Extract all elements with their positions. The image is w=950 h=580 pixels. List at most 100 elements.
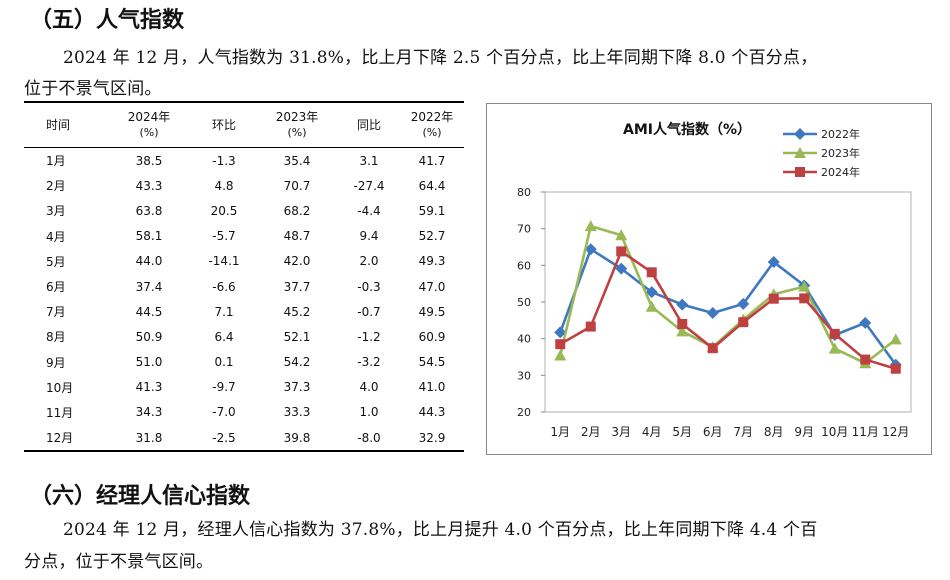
table-cell: 7月	[46, 305, 66, 320]
table-cell: -1.2	[357, 329, 381, 344]
table-cell: 44.3	[418, 405, 446, 420]
series-2023-point	[554, 349, 567, 361]
table-cell: 12月	[24, 425, 106, 453]
table-cell: 52.7	[418, 229, 446, 244]
header-mom: 环比	[192, 101, 256, 148]
table-cell: 41.0	[418, 380, 446, 395]
series-2022-point	[767, 256, 780, 269]
y-tick-label: 80	[517, 186, 531, 199]
table-cell: 6月	[46, 280, 66, 295]
table-cell: -9.7	[212, 380, 236, 395]
table-cell: -4.4	[357, 203, 381, 218]
x-tick-label: 6月	[703, 425, 723, 439]
series-2024-point	[799, 293, 810, 304]
table-cell: 64.4	[418, 178, 446, 193]
table-cell: 42.0	[283, 254, 311, 269]
legend-label: 2022年	[821, 127, 860, 141]
table-cell: -5.7	[212, 229, 236, 244]
table-cell: 48.7	[283, 229, 311, 244]
series-2024-point	[677, 319, 688, 329]
table-cell: 51.0	[135, 355, 163, 370]
series-2024-point	[860, 354, 871, 365]
table-cell: 33.3	[283, 405, 311, 420]
header-2024: 2024年 (%)	[106, 101, 192, 148]
x-tick-label: 9月	[794, 425, 814, 439]
x-tick-label: 2月	[581, 425, 601, 439]
x-tick-label: 10月	[821, 425, 848, 439]
table-cell: 0.1	[214, 355, 234, 370]
table-cell: 54.5	[418, 355, 446, 370]
legend-marker	[794, 128, 806, 140]
header-top: 时间	[46, 117, 71, 132]
table-row: 5月 44.0 -14.1 42.0 2.0 49.3	[24, 249, 464, 274]
table-cell: 7.1	[214, 304, 234, 319]
y-tick-label: 60	[517, 259, 531, 272]
table-cell: 52.1	[283, 329, 311, 344]
series-2023-point	[615, 229, 628, 241]
x-tick-label: 8月	[764, 425, 784, 439]
header-top: 同比	[356, 117, 381, 132]
series-2023-point	[828, 342, 841, 354]
table-cell: 37.4	[135, 279, 163, 294]
header-yoy: 同比	[338, 101, 400, 148]
table-cell: -14.1	[208, 254, 240, 269]
popularity-paragraph-line1: 2024 年 12 月，人气指数为 31.8%，比上月下降 2.5 个百分点，比…	[63, 48, 818, 68]
header-time: 时间	[24, 101, 106, 148]
series-2022-point	[859, 316, 872, 329]
y-tick-label: 50	[517, 296, 531, 309]
table-cell: 60.9	[418, 329, 446, 344]
table-cell: 2.0	[359, 254, 379, 269]
x-tick-label: 12月	[882, 425, 909, 439]
series-2022-point	[737, 297, 750, 310]
table-row: 10月 41.3 -9.7 37.3 4.0 41.0	[24, 375, 464, 400]
table-row: 3月 63.8 20.5 68.2 -4.4 59.1	[24, 198, 464, 223]
series-2023-line	[558, 224, 897, 365]
table-row: 1月 38.5 -1.3 35.4 3.1 41.7	[24, 148, 464, 174]
series-2023-point	[584, 220, 597, 232]
table-cell: 10月	[46, 380, 74, 395]
table-cell: 4.8	[214, 178, 234, 193]
series-2023-point	[889, 333, 902, 345]
header-2022: 2022年 (%)	[400, 101, 464, 148]
table-cell: 5月	[46, 254, 66, 269]
table-row: 4月 58.1 -5.7 48.7 9.4 52.7	[24, 224, 464, 249]
table-cell: 47.0	[418, 279, 446, 294]
table-cell: 8月	[46, 330, 66, 345]
table-cell: 37.7	[283, 279, 311, 294]
series-2024-point	[738, 317, 749, 328]
table-cell: 6.4	[214, 329, 234, 344]
legend-label: 2024年	[821, 165, 860, 179]
popularity-index-table: 时间 2024年 (%) 环比 2023年 (%) 同比 2022年 (%) 1…	[24, 101, 464, 453]
header-top: 环比	[211, 117, 236, 132]
series-2024-point	[829, 328, 840, 339]
series-2023-point	[676, 325, 689, 337]
series-2024-line	[559, 250, 897, 370]
chart-svg: 20 30 40 50 60 70 80 1月 2月 3月 4月 5月 6月 7月 8月 9月 10月 11月 12…	[517, 121, 912, 439]
table-cell: 34.3	[135, 405, 163, 420]
table-row: 7月 44.5 7.1 45.2 -0.7 49.5	[24, 299, 464, 324]
series-2023-point	[645, 300, 658, 312]
table-cell: 9.4	[359, 229, 379, 244]
y-tick-label: 40	[517, 333, 531, 346]
table-cell: -0.3	[357, 279, 381, 294]
header-unit: (%)	[287, 126, 307, 139]
legend-marker	[795, 167, 805, 177]
y-tick-label: 20	[517, 406, 531, 419]
table-cell: 2月	[46, 179, 66, 194]
table-cell: -3.2	[357, 355, 381, 370]
popularity-chart: 20 30 40 50 60 70 80 1月 2月 3月 4月 5月 6月 7月 8月 9月 10月 11月 12…	[486, 103, 932, 455]
table-row: 12月 31.8 -2.5 39.8 -8.0 32.9	[24, 425, 464, 453]
confidence-paragraph-line1: 2024 年 12 月，经理人信心指数为 37.8%，比上月提升 4.0 个百分…	[63, 520, 818, 540]
series-2024-point	[555, 339, 566, 350]
table-cell: 43.3	[135, 178, 163, 193]
section-heading-popularity: （五）人气指数	[30, 8, 185, 33]
x-tick-label: 7月	[733, 425, 753, 439]
header-top: 2023年	[275, 110, 319, 124]
table-cell: 44.0	[135, 254, 163, 269]
series-2022-point	[584, 243, 597, 256]
section-heading-confidence: （六）经理人信心指数	[30, 484, 251, 509]
table-cell: 50.9	[135, 329, 163, 344]
table-cell: 54.2	[283, 355, 311, 370]
x-tick-label: 5月	[672, 425, 692, 439]
table-row: 2月 43.3 4.8 70.7 -27.4 64.4	[24, 173, 464, 198]
